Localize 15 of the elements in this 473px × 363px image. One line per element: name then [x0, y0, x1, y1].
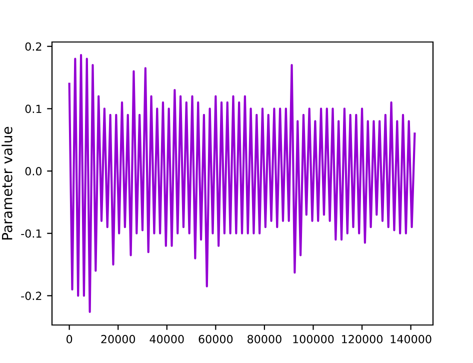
x-tick-label: 100000	[293, 334, 334, 344]
y-tick-label: 0.1	[25, 104, 42, 114]
y-tick-label: -0.1	[21, 229, 42, 238]
y-tick-label: 0.0	[25, 167, 42, 176]
x-tick-label: 80000	[248, 334, 282, 344]
line-series	[68, 54, 416, 313]
x-tick-label: 140000	[390, 334, 432, 344]
y-tick-label: 0.2	[25, 42, 42, 51]
x-tick-label: 60000	[198, 334, 233, 344]
y-tick-label: -0.2	[21, 292, 42, 300]
x-tick-label: 20000	[101, 334, 136, 344]
x-tick-label: 0	[66, 334, 72, 344]
x-tick-label: 120000	[342, 334, 382, 344]
y-axis-title: Parameter value	[2, 126, 12, 240]
x-tick-label: 40000	[150, 334, 184, 344]
